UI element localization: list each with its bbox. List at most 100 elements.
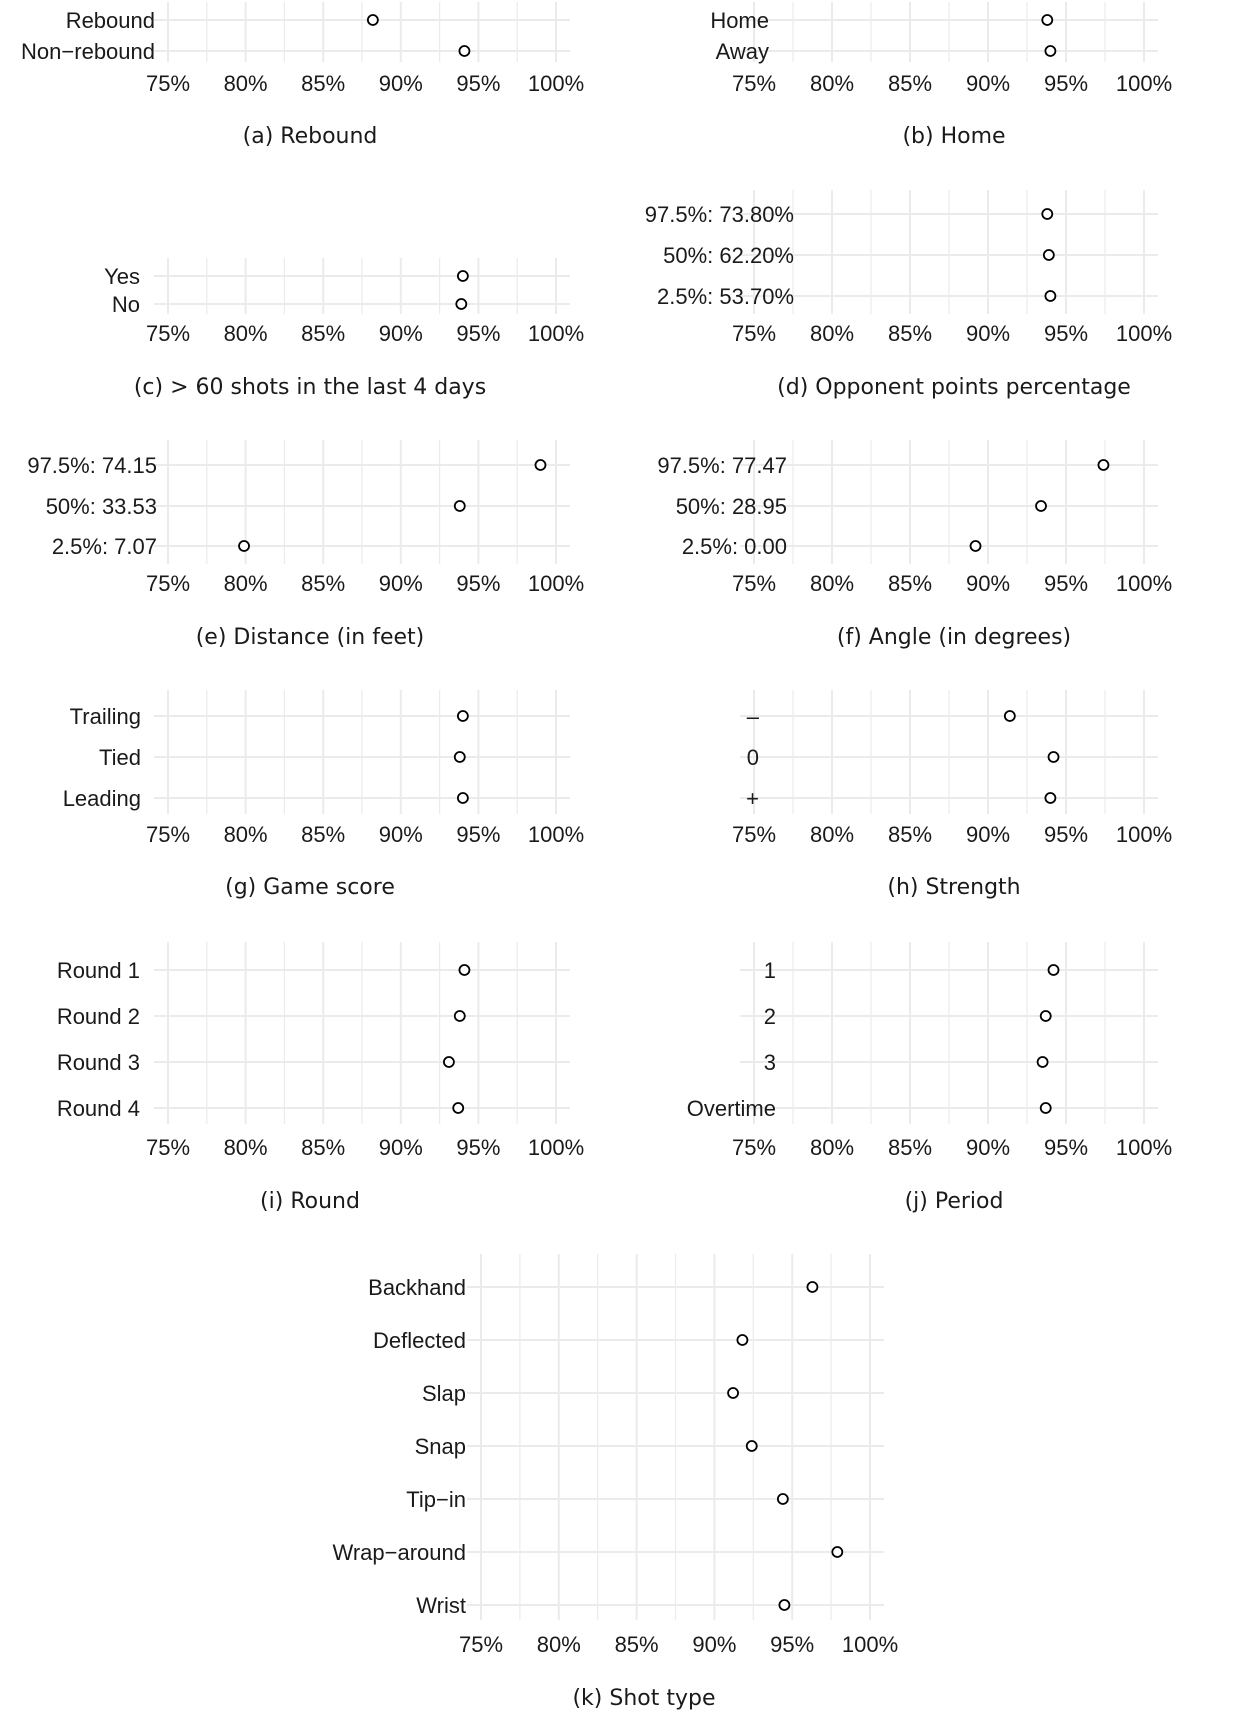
data-point [736, 1334, 749, 1346]
data-point [456, 270, 469, 282]
x-tick-label: 85% [615, 1632, 659, 1657]
x-tick-label: 100% [528, 321, 584, 346]
category-label: 50%: 62.20% [663, 243, 794, 268]
category-label: Slap [422, 1381, 466, 1406]
x-tick-label: 90% [966, 321, 1010, 346]
panel-caption: (a) Rebound [243, 124, 378, 149]
data-point [1041, 14, 1054, 26]
category-label: + [746, 786, 759, 811]
x-tick-label: 95% [456, 71, 500, 96]
x-tick-label: 75% [146, 822, 190, 847]
data-point [1039, 1010, 1052, 1022]
panel-b: 75% 80% 85% 90% 95% 100% Home Away (b) Home [710, 2, 1172, 149]
data-point [1044, 45, 1057, 57]
data-point [366, 14, 379, 26]
x-tick-label: 100% [1116, 822, 1172, 847]
x-tick-label: 95% [770, 1632, 814, 1657]
x-tick-label: 75% [732, 71, 776, 96]
data-point [1036, 1056, 1049, 1068]
data-point [456, 710, 469, 722]
x-tick-label: 95% [1044, 321, 1088, 346]
x-tick-label: 75% [146, 321, 190, 346]
panel-i: 75% 80% 85% 90% 95% 100% Round 1 Round 2 Round 3… [57, 942, 584, 1214]
category-label: 2.5%: 7.07 [52, 534, 157, 559]
x-tick-label: 95% [1044, 71, 1088, 96]
data-point [806, 1281, 819, 1293]
x-tick-label: 90% [692, 1632, 736, 1657]
x-tick-label: 75% [146, 71, 190, 96]
x-tick-label: 75% [146, 571, 190, 596]
x-tick-label: 100% [842, 1632, 898, 1657]
panel-k: 75% 80% 85% 90% 95% 100% Backhand Deflected Slap… [332, 1254, 898, 1711]
category-label: Non−rebound [21, 39, 155, 64]
x-tick-label: 85% [301, 571, 345, 596]
x-tick-label: 90% [379, 321, 423, 346]
data-point [1044, 290, 1057, 302]
category-label: Wrap−around [332, 1540, 466, 1565]
data-point [1047, 751, 1060, 763]
data-point [1041, 208, 1054, 220]
x-tick-label: 95% [456, 321, 500, 346]
panel-caption: (d) Opponent points percentage [777, 375, 1131, 400]
data-point [238, 540, 250, 552]
x-tick-label: 95% [1044, 1135, 1088, 1160]
category-label: – [747, 704, 760, 729]
x-tick-label: 90% [966, 571, 1010, 596]
data-point [1047, 964, 1060, 976]
x-tick-label: 100% [528, 822, 584, 847]
category-label: Rebound [66, 8, 155, 33]
x-tick-label: 100% [1116, 321, 1172, 346]
panel-caption: (h) Strength [887, 875, 1020, 900]
data-point [456, 792, 469, 804]
x-tick-label: 85% [888, 71, 932, 96]
category-label: Deflected [373, 1328, 466, 1353]
category-label: Overtime [687, 1096, 776, 1121]
x-tick-label: 75% [732, 1135, 776, 1160]
data-point [534, 459, 547, 471]
category-label: 2.5%: 53.70% [657, 284, 794, 309]
data-point [443, 1056, 455, 1068]
x-tick-label: 95% [456, 1135, 500, 1160]
category-label: 97.5%: 74.15 [27, 453, 157, 478]
category-label: 50%: 33.53 [46, 494, 157, 519]
x-tick-label: 75% [459, 1632, 503, 1657]
x-tick-label: 80% [224, 822, 268, 847]
x-tick-label: 85% [888, 321, 932, 346]
x-tick-label: 90% [379, 822, 423, 847]
category-label: Snap [415, 1434, 466, 1459]
x-tick-label: 80% [810, 571, 854, 596]
x-tick-label: 85% [301, 822, 345, 847]
x-tick-label: 80% [224, 71, 268, 96]
panel-g: 75% 80% 85% 90% 95% 100% Trailing Tied Leading (g… [63, 690, 584, 900]
category-label: Backhand [368, 1275, 466, 1300]
category-label: Away [716, 39, 769, 64]
data-point [1003, 710, 1016, 722]
category-label: 1 [764, 958, 776, 983]
x-tick-label: 95% [456, 571, 500, 596]
x-tick-label: 100% [528, 571, 584, 596]
panel-c: 75% 80% 85% 90% 95% 100% Yes No (c) > 60 shots i… [104, 258, 584, 400]
panel-e: 75% 80% 85% 90% 95% 100% 97.5%: 74.15 50%: 33.5… [27, 440, 584, 650]
x-tick-label: 75% [146, 1135, 190, 1160]
x-tick-label: 80% [224, 321, 268, 346]
x-tick-label: 85% [301, 1135, 345, 1160]
panel-caption: (c) > 60 shots in the last 4 days [134, 375, 486, 400]
x-tick-label: 90% [379, 1135, 423, 1160]
category-label: 2.5%: 0.00 [682, 534, 787, 559]
data-point [458, 964, 471, 976]
x-tick-label: 85% [888, 822, 932, 847]
data-point [1097, 459, 1110, 471]
panel-caption: (e) Distance (in feet) [196, 625, 425, 650]
data-point [458, 45, 471, 57]
data-point [1044, 792, 1057, 804]
data-point [776, 1493, 789, 1505]
x-tick-label: 75% [732, 822, 776, 847]
x-tick-label: 80% [810, 321, 854, 346]
category-label: 50%: 28.95 [676, 494, 787, 519]
data-point [745, 1440, 758, 1452]
x-tick-label: 100% [1116, 71, 1172, 96]
x-tick-label: 85% [888, 571, 932, 596]
data-point [455, 298, 468, 310]
x-tick-label: 80% [810, 1135, 854, 1160]
x-tick-label: 90% [379, 571, 423, 596]
